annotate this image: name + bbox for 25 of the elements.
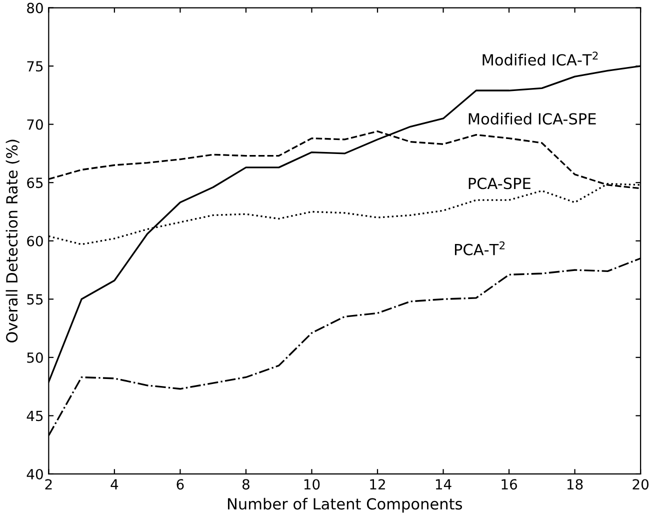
x-tick-label: 20 [632,479,648,490]
y-tick-label: 60 [27,236,43,246]
x-tick-label: 6 [176,479,184,490]
y-tick-label: 50 [27,352,43,363]
y-tick-label: 65 [27,178,43,188]
y-tick-label: 70 [27,119,43,130]
x-tick-label: 4 [110,479,118,490]
series-label: PCA-SPE [468,178,530,190]
y-axis-title: Overall Detection Rate (%) [6,140,20,342]
x-tick-label: 12 [370,479,385,490]
x-tick-label: 16 [502,479,517,490]
series-label: Modified ICA-T$^{2}$ [482,52,598,66]
series-label: Modified ICA-SPE [468,112,596,125]
x-tick-label: 14 [436,479,452,490]
y-tick-label: 80 [27,2,43,14]
y-tick-label: 75 [27,61,43,72]
x-tick-label: 8 [242,479,250,490]
y-tick-label: 45 [26,410,43,422]
x-tick-label: 2 [45,479,52,490]
x-axis-title: Number of Latent Components [228,498,462,513]
series-label: PCA-T$^{2}$ [454,241,505,256]
x-tick-label: 18 [567,479,583,490]
y-tick-label: 40 [26,468,43,480]
y-tick-label: 55 [27,294,43,305]
x-tick-label: 10 [304,479,320,490]
